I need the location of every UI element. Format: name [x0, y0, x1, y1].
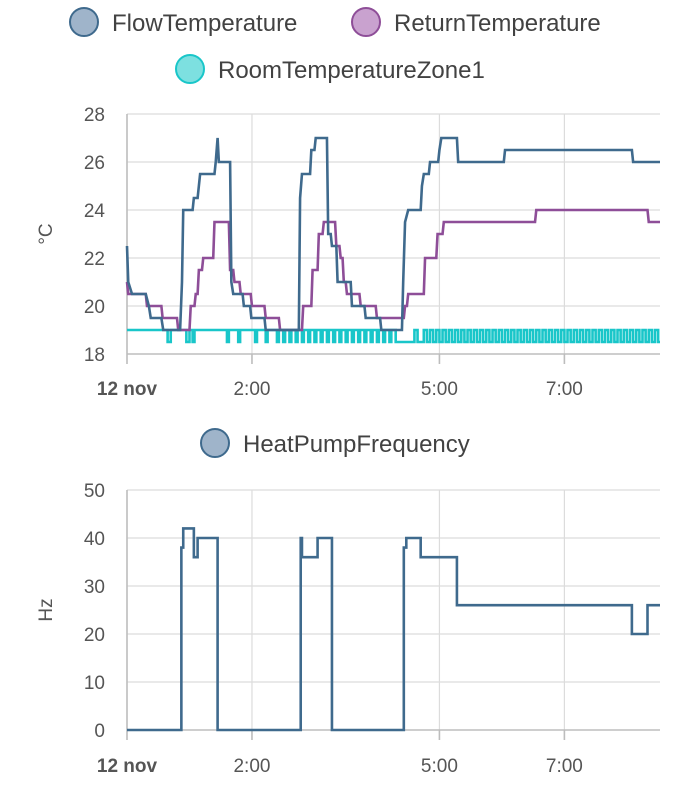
series-line-flow-temperature	[125, 136, 660, 332]
legend-swatch	[69, 7, 99, 37]
y-tick-label: 26	[84, 153, 105, 174]
legend-label: HeatPumpFrequency	[243, 431, 470, 458]
y-tick-label: 28	[84, 105, 105, 126]
series-line-return-temperature	[125, 208, 660, 332]
y-axis-title: Hz	[36, 598, 57, 621]
series-line-room-temperature-zone1	[127, 328, 660, 344]
y-tick-label: 40	[84, 529, 105, 550]
x-tick-label: 7:00	[546, 379, 583, 400]
legend-swatch	[351, 7, 381, 37]
series-line-heat-pump-frequency	[127, 527, 660, 732]
y-tick-label: 24	[84, 201, 106, 222]
chart-panel-2: 0 10 20 30 40 50 12 nov 2:00 5:00 7:00 Hz HeatPumpF…	[36, 428, 660, 777]
y-tick-label: 10	[84, 673, 105, 694]
x-tick-label: 7:00	[546, 756, 583, 777]
legend-swatch	[200, 428, 230, 458]
x-tick-label: 12 nov	[97, 756, 158, 777]
y-tick-label: 50	[84, 481, 105, 502]
x-tick-label: 5:00	[421, 756, 458, 777]
legend-label: RoomTemperatureZone1	[218, 57, 485, 84]
x-tick-label: 2:00	[233, 756, 270, 777]
legend-item-heat-pump-frequency[interactable]: HeatPumpFrequency	[200, 428, 470, 458]
legend-label: ReturnTemperature	[394, 10, 601, 37]
y-tick-label: 20	[84, 297, 105, 318]
x-tick-label: 5:00	[421, 379, 458, 400]
legend-item-room-temperature-zone1[interactable]: RoomTemperatureZone1	[175, 54, 485, 84]
x-tick-label: 12 nov	[97, 379, 158, 400]
y-tick-label: 22	[84, 249, 105, 270]
y-axis-title: °C	[36, 223, 57, 244]
chart-panel-1: 18 20 22 24 26 28 12 nov 2:00 5:00 7:00 °C FlowTemp…	[36, 7, 660, 400]
y-tick-label: 20	[84, 625, 105, 646]
y-tick-label: 30	[84, 577, 105, 598]
legend-swatch	[175, 54, 205, 84]
legend-item-return-temperature[interactable]: ReturnTemperature	[351, 7, 601, 37]
legend-label: FlowTemperature	[112, 10, 297, 37]
y-tick-label: 0	[94, 721, 105, 742]
legend-item-flow-temperature[interactable]: FlowTemperature	[69, 7, 297, 37]
y-tick-label: 18	[84, 345, 105, 366]
x-tick-label: 2:00	[233, 379, 270, 400]
